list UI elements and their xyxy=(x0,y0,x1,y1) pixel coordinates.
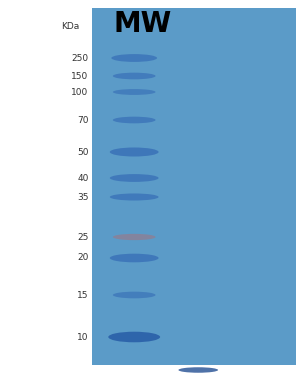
Ellipse shape xyxy=(110,147,159,156)
Text: 20: 20 xyxy=(77,254,88,263)
Text: 50: 50 xyxy=(77,147,88,156)
Ellipse shape xyxy=(110,174,159,182)
Text: MW: MW xyxy=(113,10,172,38)
Ellipse shape xyxy=(111,54,157,62)
Text: 25: 25 xyxy=(77,232,88,241)
Ellipse shape xyxy=(108,332,160,342)
Text: 35: 35 xyxy=(77,192,88,201)
Text: 10: 10 xyxy=(77,332,88,341)
Text: 250: 250 xyxy=(71,53,88,62)
Ellipse shape xyxy=(110,254,159,262)
Text: 150: 150 xyxy=(71,71,88,80)
Ellipse shape xyxy=(178,367,218,373)
Text: 15: 15 xyxy=(77,290,88,299)
Text: KDa: KDa xyxy=(61,22,80,31)
Ellipse shape xyxy=(113,89,156,95)
Ellipse shape xyxy=(113,73,156,79)
Ellipse shape xyxy=(113,292,156,298)
Text: 40: 40 xyxy=(77,174,88,183)
Text: 100: 100 xyxy=(71,87,88,96)
Ellipse shape xyxy=(113,234,156,240)
Ellipse shape xyxy=(113,117,156,123)
Text: 70: 70 xyxy=(77,116,88,125)
Ellipse shape xyxy=(110,194,159,201)
Bar xyxy=(92,8,296,365)
